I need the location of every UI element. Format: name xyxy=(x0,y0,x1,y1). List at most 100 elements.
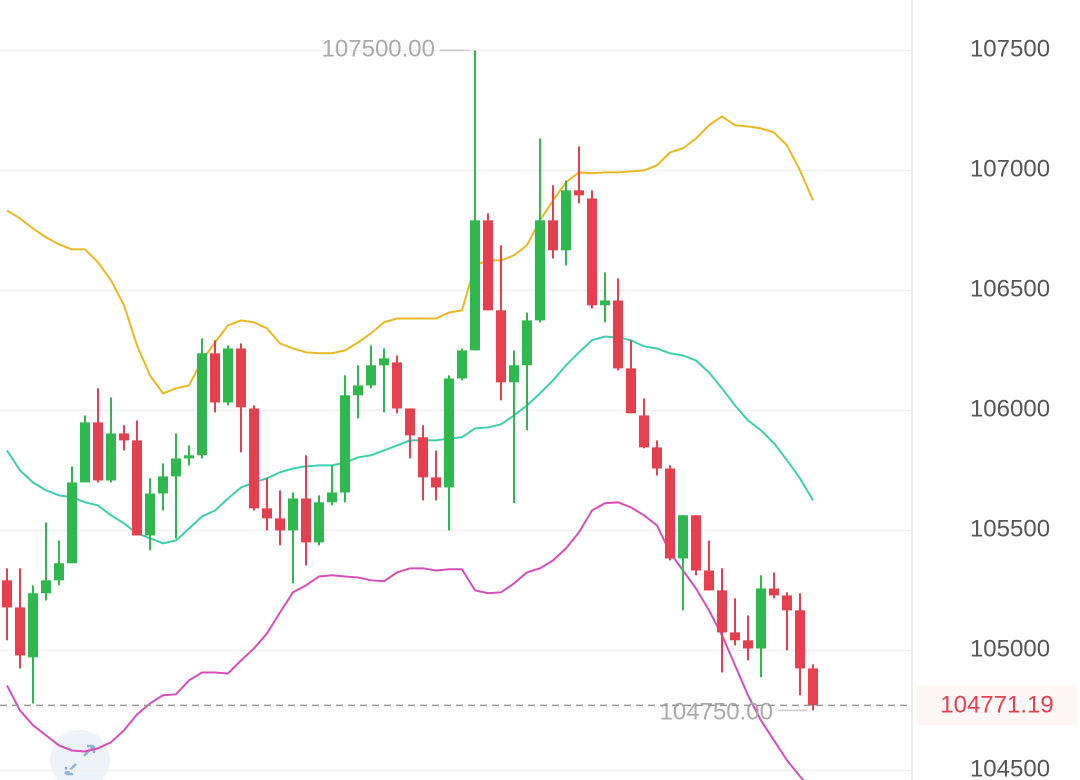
candle-body xyxy=(327,492,337,503)
candle-body xyxy=(587,198,597,306)
candle-body xyxy=(782,595,792,611)
last-price-box xyxy=(916,685,1078,726)
candle-body xyxy=(314,502,324,543)
candle xyxy=(41,522,51,601)
y-tick-label: 107500 xyxy=(970,36,1050,63)
candle xyxy=(665,465,675,561)
candle xyxy=(67,466,77,564)
candle xyxy=(535,138,545,323)
candle-body xyxy=(158,476,168,494)
candle-body xyxy=(470,220,480,351)
candle xyxy=(418,425,428,501)
candle xyxy=(574,146,584,204)
candle xyxy=(353,365,363,419)
candle xyxy=(548,185,558,259)
candle-body xyxy=(80,422,90,483)
candle xyxy=(210,340,220,413)
candle-body xyxy=(769,588,779,596)
candle xyxy=(691,515,701,576)
candle xyxy=(80,415,90,483)
candle-body xyxy=(522,320,532,366)
candle xyxy=(288,492,298,584)
candle-body xyxy=(678,515,688,559)
candle xyxy=(652,440,662,476)
candle-body xyxy=(795,610,805,669)
candle-body xyxy=(574,190,584,196)
candle-body xyxy=(808,668,818,706)
candle-body xyxy=(444,378,454,488)
candle xyxy=(301,455,311,566)
candle xyxy=(561,180,571,266)
candle-body xyxy=(548,220,558,251)
candle xyxy=(782,592,792,651)
candle-body xyxy=(184,455,194,459)
candle-body xyxy=(262,508,272,519)
candle-body xyxy=(275,518,285,531)
candle-body xyxy=(171,458,181,477)
candle xyxy=(275,490,285,546)
candle-body xyxy=(236,348,246,408)
candle-body xyxy=(496,310,506,383)
candle xyxy=(730,598,740,646)
candle xyxy=(15,568,25,669)
candle xyxy=(522,312,532,431)
candle-body xyxy=(145,493,155,536)
last-price-label: 104771.19 xyxy=(940,692,1053,719)
candle xyxy=(639,398,649,449)
candle-body xyxy=(639,415,649,448)
candle-body xyxy=(665,468,675,559)
candle xyxy=(145,478,155,551)
candle-body xyxy=(652,447,662,469)
candle xyxy=(93,388,103,483)
candle-body xyxy=(431,477,441,488)
candle xyxy=(743,615,753,661)
candle-body xyxy=(366,365,376,386)
candle xyxy=(509,350,519,504)
band-line xyxy=(6,115,814,395)
candle-body xyxy=(119,433,129,441)
candle xyxy=(262,478,272,531)
band-line xyxy=(6,501,805,780)
candle-body xyxy=(379,358,389,366)
candle-body xyxy=(392,362,402,409)
candle xyxy=(366,345,376,389)
candle xyxy=(587,190,597,309)
candle xyxy=(600,272,610,323)
candle xyxy=(236,343,246,453)
candle xyxy=(119,425,129,451)
candle-body xyxy=(2,580,12,608)
candle xyxy=(405,408,415,459)
candle xyxy=(613,278,623,371)
candle xyxy=(756,575,766,678)
candle-body xyxy=(626,368,636,414)
candle xyxy=(158,463,168,511)
candle xyxy=(249,405,259,511)
candle xyxy=(704,540,714,591)
plot-area xyxy=(2,50,818,780)
y-tick-label: 105000 xyxy=(970,636,1050,663)
candle-body xyxy=(54,563,64,581)
candle-body xyxy=(132,440,142,536)
candle-body xyxy=(561,190,571,251)
candle-body xyxy=(28,593,38,658)
y-tick-label: 104500 xyxy=(970,756,1050,780)
zoom-icon-bg[interactable] xyxy=(50,730,110,780)
candle-body xyxy=(717,590,727,633)
candle-body xyxy=(223,348,233,403)
candle-body xyxy=(249,408,259,509)
candle-body xyxy=(197,353,207,456)
y-tick-label: 105500 xyxy=(970,516,1050,543)
candle-body xyxy=(340,395,350,493)
candle-body xyxy=(93,422,103,481)
zoom-icon[interactable] xyxy=(50,730,110,780)
candle xyxy=(457,348,467,381)
candle-body xyxy=(353,385,363,396)
candle-body xyxy=(418,437,428,478)
candle xyxy=(392,355,402,414)
candle xyxy=(223,345,233,406)
candle-body xyxy=(535,220,545,321)
candle xyxy=(327,465,337,506)
candle xyxy=(379,348,389,413)
